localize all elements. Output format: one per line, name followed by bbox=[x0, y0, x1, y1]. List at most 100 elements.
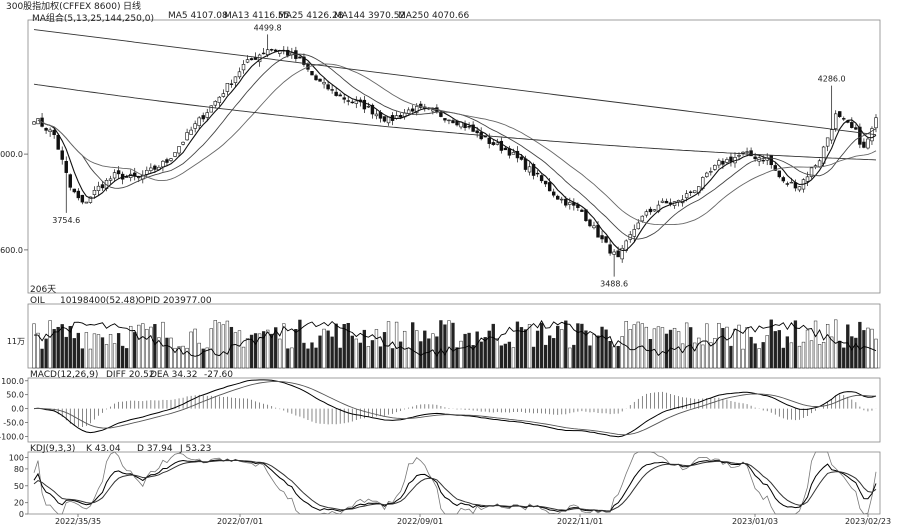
volume-bar bbox=[427, 338, 431, 369]
volume-bar bbox=[548, 335, 552, 369]
volume-bar bbox=[825, 324, 830, 369]
volume-bar bbox=[270, 333, 274, 369]
d-readout: D 37.94 bbox=[137, 444, 173, 454]
volume-bar bbox=[608, 341, 612, 369]
volume-bar bbox=[850, 336, 854, 369]
candle-body bbox=[181, 141, 185, 145]
candle-body bbox=[838, 111, 842, 117]
x-tick-label: 2023/01/03 bbox=[732, 517, 778, 526]
volume-bar bbox=[455, 347, 459, 369]
volume-bar bbox=[92, 333, 97, 369]
volume-bar bbox=[842, 347, 846, 369]
candle-body bbox=[386, 116, 391, 124]
volume-bar bbox=[157, 337, 161, 369]
volume-bar bbox=[693, 342, 697, 369]
candle-body bbox=[269, 49, 274, 51]
bars-count-label: 206天 bbox=[30, 285, 57, 295]
volume-bar bbox=[398, 341, 403, 369]
oil-title[interactable]: OIL bbox=[30, 296, 45, 306]
volume-bar bbox=[370, 340, 375, 369]
candle-body bbox=[342, 97, 346, 100]
candle-body bbox=[314, 75, 318, 81]
candle-body bbox=[153, 165, 157, 170]
macd-title[interactable]: MACD(12,26,9) bbox=[30, 370, 99, 380]
volume-bar bbox=[439, 320, 443, 369]
main-y-tick-label: 4000.0 bbox=[0, 150, 23, 159]
candle-body bbox=[777, 170, 782, 178]
candle-body bbox=[660, 200, 665, 203]
candle-body bbox=[523, 158, 528, 170]
volume-bar bbox=[447, 320, 451, 369]
kdj-y-tick-label: 0 bbox=[19, 510, 24, 519]
candle-body bbox=[330, 89, 334, 91]
volume-bar bbox=[761, 342, 765, 369]
volume-bar bbox=[479, 341, 483, 369]
volume-bar bbox=[72, 338, 76, 369]
candle-body bbox=[261, 52, 266, 55]
volume-bar bbox=[467, 332, 471, 369]
volume-bar bbox=[765, 335, 769, 369]
volume-bar bbox=[459, 340, 463, 369]
kdj-d-line bbox=[33, 459, 877, 512]
volume-bar bbox=[773, 331, 777, 369]
ma-indicator-label[interactable]: MA组合(5,13,25,144,250,0) bbox=[32, 14, 154, 24]
period-selector[interactable]: 日线 bbox=[123, 2, 142, 12]
volume-bar bbox=[858, 321, 862, 369]
volume-bar bbox=[805, 329, 810, 369]
volume-bar bbox=[149, 326, 153, 369]
candle-body bbox=[410, 108, 415, 112]
candle-body bbox=[580, 209, 584, 212]
candle-body bbox=[547, 182, 552, 192]
candle-body bbox=[600, 235, 604, 240]
volume-y-label: 11万 bbox=[7, 337, 25, 346]
volume-bar bbox=[394, 321, 399, 369]
candle-body bbox=[245, 59, 250, 63]
macd-y-tick-label: 50.0 bbox=[6, 391, 24, 400]
candle-body bbox=[854, 127, 858, 130]
volume-bar bbox=[584, 330, 588, 369]
candle-body bbox=[96, 185, 101, 191]
volume-bar bbox=[527, 324, 532, 369]
volume-bar bbox=[725, 326, 729, 369]
volume-bar bbox=[76, 332, 80, 369]
kdj-title[interactable]: KDJ(9,3,3) bbox=[30, 444, 76, 454]
candle-body bbox=[644, 211, 649, 216]
candle-body bbox=[725, 159, 729, 163]
volume-bar bbox=[697, 337, 701, 369]
volume-bar bbox=[415, 330, 419, 369]
volume-bar bbox=[112, 343, 117, 369]
candle-body bbox=[76, 190, 81, 199]
candle-body bbox=[829, 129, 834, 141]
volume-bar bbox=[596, 335, 600, 369]
volume-bar bbox=[314, 347, 318, 369]
candle-body bbox=[491, 142, 495, 145]
volume-bar bbox=[100, 337, 105, 369]
candle-body bbox=[503, 147, 508, 151]
candle-body bbox=[564, 198, 568, 206]
main-panel-frame bbox=[27, 19, 881, 294]
x-tick-label: 2022/35/35 bbox=[55, 517, 101, 526]
volume-bar bbox=[741, 348, 745, 369]
volume-bar bbox=[560, 329, 564, 369]
volume-bar bbox=[318, 335, 322, 369]
kdj-y-tick-label: 80 bbox=[14, 465, 24, 474]
volume-bar bbox=[781, 347, 785, 369]
candle-body bbox=[773, 165, 777, 171]
chart-title: 300股指加权(CFFEX 8600) bbox=[6, 2, 121, 12]
candle-body bbox=[72, 188, 77, 193]
volume-bar bbox=[189, 331, 193, 369]
candle-body bbox=[185, 132, 189, 141]
candle-body bbox=[475, 130, 479, 134]
candle-body bbox=[467, 126, 471, 128]
price-annotation: 3754.6 bbox=[52, 216, 80, 225]
ma250-readout: MA250 4070.66 bbox=[398, 11, 470, 21]
volume-bar bbox=[523, 329, 528, 369]
volume-bar bbox=[382, 332, 387, 369]
candle-body bbox=[596, 224, 600, 238]
volume-bar bbox=[84, 332, 89, 369]
candle-body bbox=[84, 201, 89, 204]
volume-bar bbox=[612, 346, 616, 369]
volume-bar bbox=[632, 324, 636, 369]
volume-bar bbox=[568, 347, 572, 369]
volume-bar bbox=[652, 328, 657, 369]
